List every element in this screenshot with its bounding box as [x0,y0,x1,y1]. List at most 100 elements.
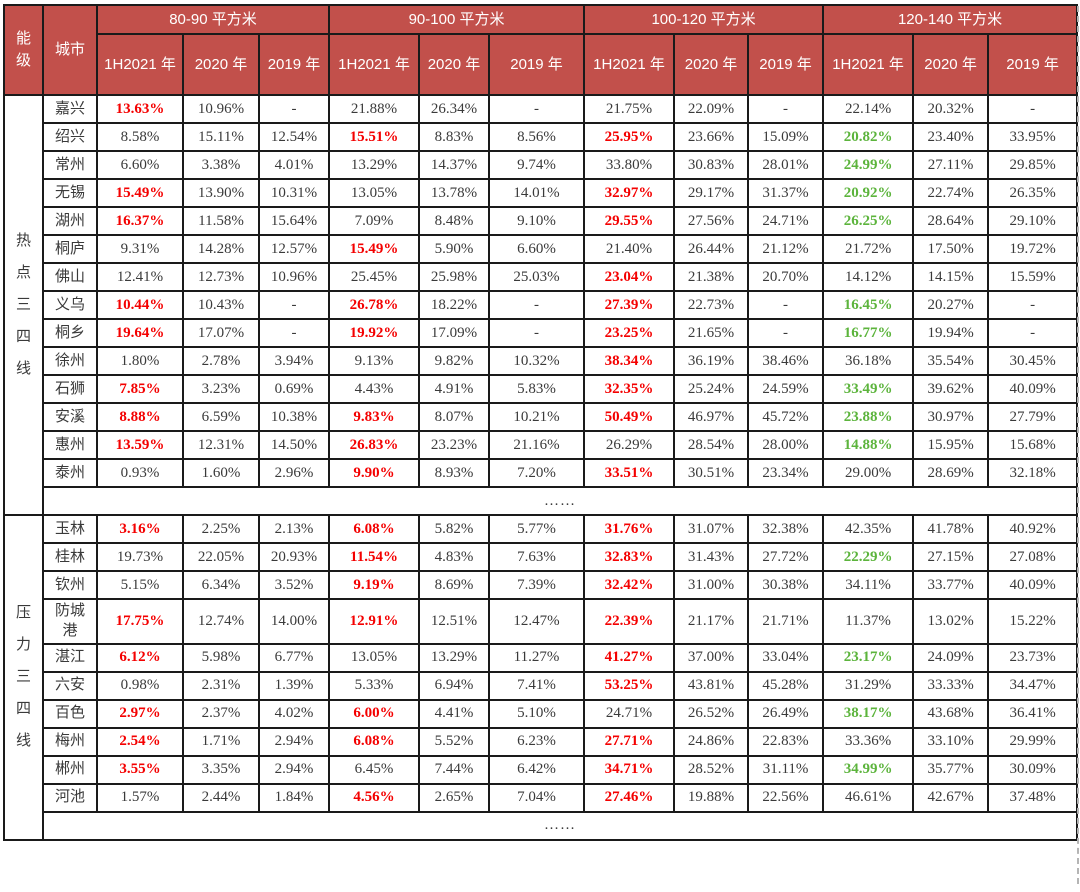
value-cell: 6.00% [328,698,420,729]
value-cell: 1.80% [96,346,184,376]
value-cell: 40.92% [987,514,1079,544]
value-cell: 7.85% [96,374,184,404]
value-cell: 31.11% [747,754,825,785]
city-name: 常州 [42,150,98,180]
value-cell: 19.73% [96,542,184,572]
table-header: 能级 城市 80-90 平方米 90-100 平方米 100-120 平方米 1… [3,4,1079,96]
city-name: 泰州 [42,458,98,488]
value-cell: 30.83% [673,150,750,180]
value-cell: - [487,290,586,320]
value-cell: 33.77% [912,570,990,600]
value-cell: 12.54% [258,122,330,152]
value-cell: 10.43% [182,290,260,320]
table-row: 桐乡 19.64% 17.07% -19.92% 17.09% -23.25% 21.65%… [4,318,1079,348]
value-cell: 22.56% [747,782,825,813]
value-cell: 4.43% [328,374,420,404]
city-name: 湛江 [42,642,98,673]
value-cell: 13.29% [418,642,490,673]
value-cell: - [747,94,825,124]
value-cell: 11.58% [182,206,260,236]
value-cell: 50.49% [583,402,676,432]
value-cell: 5.98% [182,642,260,673]
value-cell: 5.82% [418,514,490,544]
value-cell: 29.00% [822,458,915,488]
value-cell: 8.48% [418,206,490,236]
value-cell: 29.99% [987,726,1079,757]
value-cell: 40.09% [987,570,1079,600]
value-cell: 19.72% [987,234,1079,264]
city-name: 郴州 [42,754,98,785]
value-cell: 7.44% [418,754,490,785]
value-cell: 6.77% [258,642,330,673]
value-cell: 27.08% [987,542,1079,572]
value-cell: 37.00% [673,642,750,673]
value-cell: 27.46% [583,782,676,813]
year-header: 1H2021 年 [96,33,184,96]
value-cell: 10.38% [258,402,330,432]
value-cell: 41.27% [583,642,676,673]
value-cell: 23.88% [822,402,915,432]
value-cell: 33.49% [822,374,915,404]
value-cell: 6.12% [96,642,184,673]
value-cell: 2.78% [182,346,260,376]
value-cell: 12.51% [418,598,490,645]
value-cell: 2.94% [258,754,330,785]
value-cell: 10.96% [258,262,330,292]
value-cell: 0.69% [258,374,330,404]
table-row: 绍兴 8.58% 15.11% 12.54% 15.51% 8.83% 8.56% 25.95… [4,122,1079,152]
value-cell: 0.93% [96,458,184,488]
city-name: 桂林 [42,542,98,572]
city-name: 六安 [42,670,98,701]
value-cell: 20.82% [822,122,915,152]
value-cell: 6.60% [487,234,586,264]
value-cell: 21.17% [673,598,750,645]
value-cell: 31.43% [673,542,750,572]
value-cell: 13.59% [96,430,184,460]
value-cell: 24.99% [822,150,915,180]
group-header-100-120: 100-120 平方米 [583,4,825,35]
value-cell: 3.16% [96,514,184,544]
value-cell: 26.52% [673,698,750,729]
value-cell: 9.90% [328,458,420,488]
value-cell: 39.62% [912,374,990,404]
value-cell: 34.99% [822,754,915,785]
value-cell: 2.54% [96,726,184,757]
value-cell: 43.81% [673,670,750,701]
value-cell: 21.75% [583,94,676,124]
value-cell: 6.59% [182,402,260,432]
tier-column-header: 能级 [3,4,44,96]
value-cell: 26.83% [328,430,420,460]
city-name: 安溪 [42,402,98,432]
value-cell: 22.83% [747,726,825,757]
city-name: 绍兴 [42,122,98,152]
year-header: 2019 年 [487,33,586,96]
table-row: 泰州 0.93% 1.60% 2.96% 9.90% 8.93% 7.20% 33.51% 30… [4,458,1079,488]
value-cell: 28.64% [912,206,990,236]
value-cell: 25.03% [487,262,586,292]
city-name: 徐州 [42,346,98,376]
value-cell: 14.00% [258,598,330,645]
ellipsis-row: …… [4,486,1079,516]
value-cell: 9.83% [328,402,420,432]
value-cell: 7.41% [487,670,586,701]
value-cell: 30.97% [912,402,990,432]
value-cell: 24.71% [583,698,676,729]
value-cell: 30.09% [987,754,1079,785]
year-header: 2020 年 [673,33,750,96]
value-cell: 2.94% [258,726,330,757]
city-name: 惠州 [42,430,98,460]
value-cell: 46.97% [673,402,750,432]
value-cell: 9.31% [96,234,184,264]
value-cell: 19.94% [912,318,990,348]
ellipsis-cell: …… [41,810,1079,841]
value-cell: 26.35% [987,178,1079,208]
value-cell: 9.10% [487,206,586,236]
value-cell: 6.94% [418,670,490,701]
city-name: 湖州 [42,206,98,236]
value-cell: 14.28% [182,234,260,264]
value-cell: 23.04% [583,262,676,292]
value-cell: 23.23% [418,430,490,460]
value-cell: 28.01% [747,150,825,180]
area-structure-table: 能级 城市 80-90 平方米 90-100 平方米 100-120 平方米 1… [3,4,1079,841]
value-cell: 30.38% [747,570,825,600]
